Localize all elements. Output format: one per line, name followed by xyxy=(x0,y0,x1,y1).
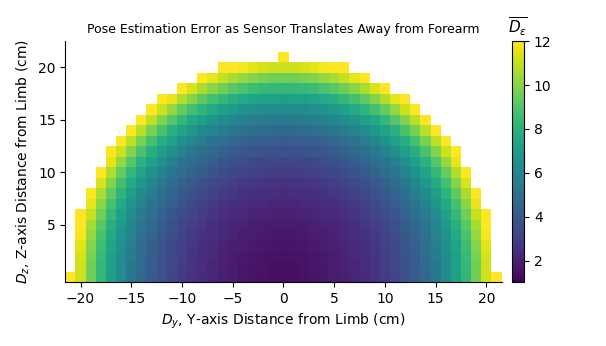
Y-axis label: $D_z$, Z-axis Distance from Limb (cm): $D_z$, Z-axis Distance from Limb (cm) xyxy=(15,39,32,284)
Title: $\overline{D_{\varepsilon}}$: $\overline{D_{\varepsilon}}$ xyxy=(508,15,528,38)
X-axis label: $D_y$, Y-axis Distance from Limb (cm): $D_y$, Y-axis Distance from Limb (cm) xyxy=(161,312,405,331)
Title: Pose Estimation Error as Sensor Translates Away from Forearm: Pose Estimation Error as Sensor Translat… xyxy=(87,23,480,36)
